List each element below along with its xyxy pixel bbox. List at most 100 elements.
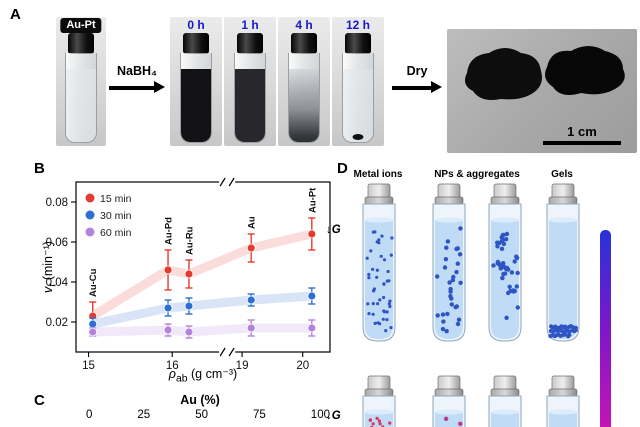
sample-badge: Au-Pt xyxy=(60,18,102,33)
data-point xyxy=(307,291,317,301)
axis-break-slash xyxy=(228,177,235,187)
photo-aerogel: 1 cm xyxy=(447,29,637,153)
panel-a-label: A xyxy=(10,6,21,23)
trend-band xyxy=(88,323,317,337)
point-label: Au-Ru xyxy=(184,226,195,255)
header-gels: Gels xyxy=(551,169,573,180)
arrow-shaft xyxy=(392,86,433,90)
dry-arrow: Dry xyxy=(392,64,442,96)
gravity-g: G xyxy=(331,224,341,236)
c-tick: 50 xyxy=(195,409,208,421)
plot-frame xyxy=(75,181,331,353)
photo-sample-vial: Au-Pt xyxy=(56,17,106,146)
y-sub: t xyxy=(47,283,59,287)
axis-break-slash xyxy=(219,177,226,187)
data-point xyxy=(163,303,173,313)
schematic-vial-top-ions xyxy=(362,183,396,342)
header-nps-aggregates: NPs & aggregates xyxy=(434,169,520,180)
c-axis-title: Au (%) xyxy=(180,393,220,407)
arrow-shaft xyxy=(109,86,156,90)
legend-marker xyxy=(85,227,95,237)
x-tick-label: 19 xyxy=(236,360,249,372)
vial-cap xyxy=(345,33,371,54)
x-tick-label: 16 xyxy=(166,360,179,372)
y-tick-label: 0.08 xyxy=(46,197,68,209)
vial-1h xyxy=(234,33,266,143)
dry-label: Dry xyxy=(406,64,428,78)
y-units: (min⁻¹) xyxy=(41,241,55,284)
data-point xyxy=(246,323,256,333)
panel-c-label: C xyxy=(34,392,45,409)
y-tick-label: 0.04 xyxy=(46,277,69,289)
vial-sample xyxy=(65,33,97,143)
x-symbol: ρ xyxy=(168,367,176,381)
panel-b-label: B xyxy=(34,160,45,177)
gel-clump xyxy=(352,134,364,140)
reagent-label: NaBH₄ xyxy=(117,64,157,78)
reaction-arrow: NaBH₄ xyxy=(109,64,165,96)
time-label-4h: 4 h xyxy=(295,18,313,32)
down-arrow-icon: ↓ xyxy=(326,224,332,236)
vial-cap xyxy=(237,33,263,54)
vial-glass xyxy=(288,53,320,143)
photo-1h: 1 h xyxy=(224,17,276,146)
schematic-vial-top-nps xyxy=(432,183,466,342)
scale-bar: 1 cm xyxy=(543,124,621,145)
legend-label: 30 min xyxy=(100,210,132,222)
gravity-g: G xyxy=(331,410,341,422)
vial-liquid xyxy=(343,69,373,142)
c-axis-ticks: 0 25 50 75 100 xyxy=(86,409,330,421)
schematic-vial-bottom-ions xyxy=(362,375,396,427)
vial-cap xyxy=(68,33,94,54)
c-tick: 75 xyxy=(253,409,266,421)
c-tick: 25 xyxy=(137,409,151,421)
panel-d-label: D xyxy=(337,160,348,177)
y-tick-label: 0.02 xyxy=(46,317,68,329)
data-point xyxy=(184,269,194,279)
vial-liquid xyxy=(235,69,265,142)
time-label-1h: 1 h xyxy=(241,18,259,32)
arrow-head-icon xyxy=(154,81,165,94)
data-point xyxy=(307,323,317,333)
photo-12h: 12 h xyxy=(332,17,384,146)
x-sub: ab xyxy=(175,373,188,385)
aerogel-piece-left xyxy=(465,48,542,100)
axis-break-gap xyxy=(219,179,236,185)
time-label-12h: 12 h xyxy=(345,18,370,32)
data-point xyxy=(184,327,194,337)
vial-liquid xyxy=(66,69,96,142)
arrow-head-icon xyxy=(431,81,442,94)
colorbar xyxy=(600,230,611,427)
data-point xyxy=(163,325,173,335)
scale-bar-label: 1 cm xyxy=(567,124,597,139)
vial-glass xyxy=(65,53,97,143)
schematic-vial-bottom-gel xyxy=(546,375,580,427)
x-tick-label: 20 xyxy=(296,360,309,372)
axis-break-gap xyxy=(219,349,236,355)
legend-label: 15 min xyxy=(100,193,132,205)
photo-4h: 4 h xyxy=(278,17,330,146)
photo-0h: 0 h xyxy=(170,17,222,146)
gravity-indicator-bottom: ↓G xyxy=(326,410,341,422)
vial-glass xyxy=(342,53,374,143)
y-tick-label: 0.06 xyxy=(46,237,68,249)
header-metal-ions: Metal ions xyxy=(353,169,403,180)
c-tick: 0 xyxy=(86,409,93,421)
vial-glass xyxy=(180,53,212,143)
data-point xyxy=(246,243,256,253)
vial-liquid xyxy=(289,69,319,142)
axis-break-slash xyxy=(219,347,226,357)
time-label-0h: 0 h xyxy=(187,18,205,32)
vial-glass xyxy=(234,53,266,143)
data-point xyxy=(88,319,98,329)
aerogel-piece-right xyxy=(545,46,625,95)
schematic-vial-bottom-nps xyxy=(432,375,466,427)
data-point xyxy=(246,295,256,305)
scale-bar-line xyxy=(543,141,621,145)
legend-marker xyxy=(85,193,95,203)
legend-label: 60 min xyxy=(100,227,132,239)
aerogel-pieces xyxy=(465,46,625,100)
schematic-vial-top-aggregates xyxy=(488,183,522,342)
vial-cap xyxy=(183,33,209,54)
